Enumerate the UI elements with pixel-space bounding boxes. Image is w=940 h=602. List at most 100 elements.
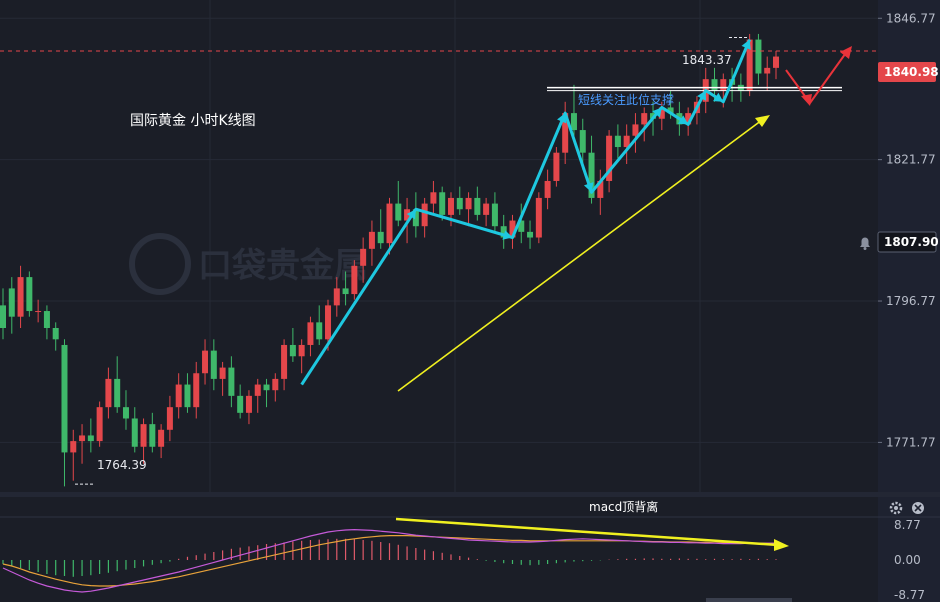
candle-body: [764, 67, 771, 74]
y-tick-label: 1771.77: [886, 435, 936, 449]
candle: [386, 197, 393, 255]
candle: [623, 124, 630, 164]
candle-body: [483, 203, 490, 215]
candle-body: [544, 180, 551, 198]
close-icon[interactable]: [912, 502, 924, 514]
candle: [17, 265, 24, 328]
candle: [289, 328, 296, 362]
candle-body: [474, 197, 481, 215]
watermark-logo-icon: [129, 233, 191, 295]
watermark-text: 口袋贵金属: [198, 246, 368, 286]
candle: [395, 180, 402, 227]
candle-body: [272, 378, 279, 391]
candle: [553, 147, 560, 187]
candle-body: [342, 288, 349, 295]
candle: [641, 107, 648, 142]
candle-body: [43, 311, 50, 328]
candle: [79, 424, 86, 464]
price-axis-panel: [878, 0, 940, 602]
current-price-value: 1840.98: [884, 65, 939, 79]
candle: [412, 192, 419, 238]
candle: [87, 418, 94, 453]
candle-body: [755, 39, 762, 74]
macd-axis: 8.77 0.00 -8.77: [894, 518, 925, 602]
candle-body: [386, 203, 393, 244]
support-annotation: 短线关注此位支撑: [578, 92, 674, 107]
y-tick-label: 1796.77: [886, 294, 936, 308]
gear-icon[interactable]: [889, 501, 903, 515]
candle-body: [562, 113, 569, 153]
candle-body: [237, 395, 244, 413]
candle-body: [70, 441, 77, 453]
candle: [773, 50, 779, 80]
cyan-arrow-head: [502, 230, 513, 240]
macd-divergence-annotation: [395, 517, 789, 551]
candle-body: [202, 350, 209, 374]
cyan-arrow-head: [677, 115, 689, 125]
candle: [8, 277, 15, 334]
macd-divergence-arrow-head: [774, 539, 789, 551]
candle-body: [316, 322, 323, 340]
cyan-arrow-head: [583, 182, 594, 193]
candle-body: [281, 344, 288, 379]
candle: [184, 373, 191, 413]
candle: [272, 373, 279, 402]
candle: [632, 113, 639, 153]
candle-body: [175, 384, 182, 408]
candle-body: [289, 344, 296, 357]
candle: [35, 299, 42, 323]
candle-body: [52, 328, 59, 340]
candle-body: [685, 113, 692, 125]
candle-body: [79, 435, 86, 442]
candle-body: [553, 152, 560, 181]
candle: [26, 271, 33, 317]
candle: [114, 356, 121, 413]
candle: [237, 384, 244, 419]
candle: [263, 378, 270, 408]
candle: [360, 237, 367, 283]
candle-body: [35, 311, 42, 313]
yellow-trend-line: [397, 119, 763, 392]
cyan-arrow-head: [557, 113, 567, 124]
candle: [298, 339, 305, 374]
candle: [483, 197, 490, 227]
candle: [614, 124, 621, 159]
crosshair-price-tag: [877, 231, 937, 253]
macd-divergence-line: [395, 517, 779, 547]
candle: [307, 316, 314, 357]
candle-body: [228, 367, 235, 396]
candle-body: [351, 265, 358, 295]
candle: [228, 356, 235, 408]
high-price-label: 1843.37: [682, 53, 732, 67]
candle-body: [96, 407, 103, 442]
candle-body: [395, 203, 402, 221]
candle: [439, 186, 446, 221]
y-tick-label: 1846.77: [886, 11, 936, 25]
candle: [491, 192, 498, 232]
timeline-scrollbar[interactable]: [706, 598, 792, 602]
candle: [0, 288, 6, 340]
candle-body: [193, 373, 200, 408]
candle-body: [17, 277, 24, 317]
candle: [96, 401, 103, 447]
candle: [474, 186, 481, 221]
candle-body: [641, 113, 648, 125]
candle-body: [149, 424, 156, 447]
candle-body: [325, 305, 332, 340]
candle-body: [614, 135, 621, 148]
candle: [527, 220, 534, 249]
candle-body: [430, 192, 437, 204]
candle-body: [298, 344, 305, 357]
candle-body: [535, 197, 542, 238]
candle: [764, 56, 771, 91]
candle: [500, 214, 507, 249]
candle-body: [588, 152, 595, 198]
red-arrow-head-mid: [801, 94, 812, 106]
candle-body: [623, 135, 630, 148]
cyan-arrow-head: [406, 209, 416, 220]
candle-body: [184, 384, 191, 408]
cyan-arrow-head: [697, 90, 707, 101]
bell-icon[interactable]: [860, 237, 870, 250]
candle: [52, 322, 59, 351]
candle-body: [570, 113, 577, 131]
